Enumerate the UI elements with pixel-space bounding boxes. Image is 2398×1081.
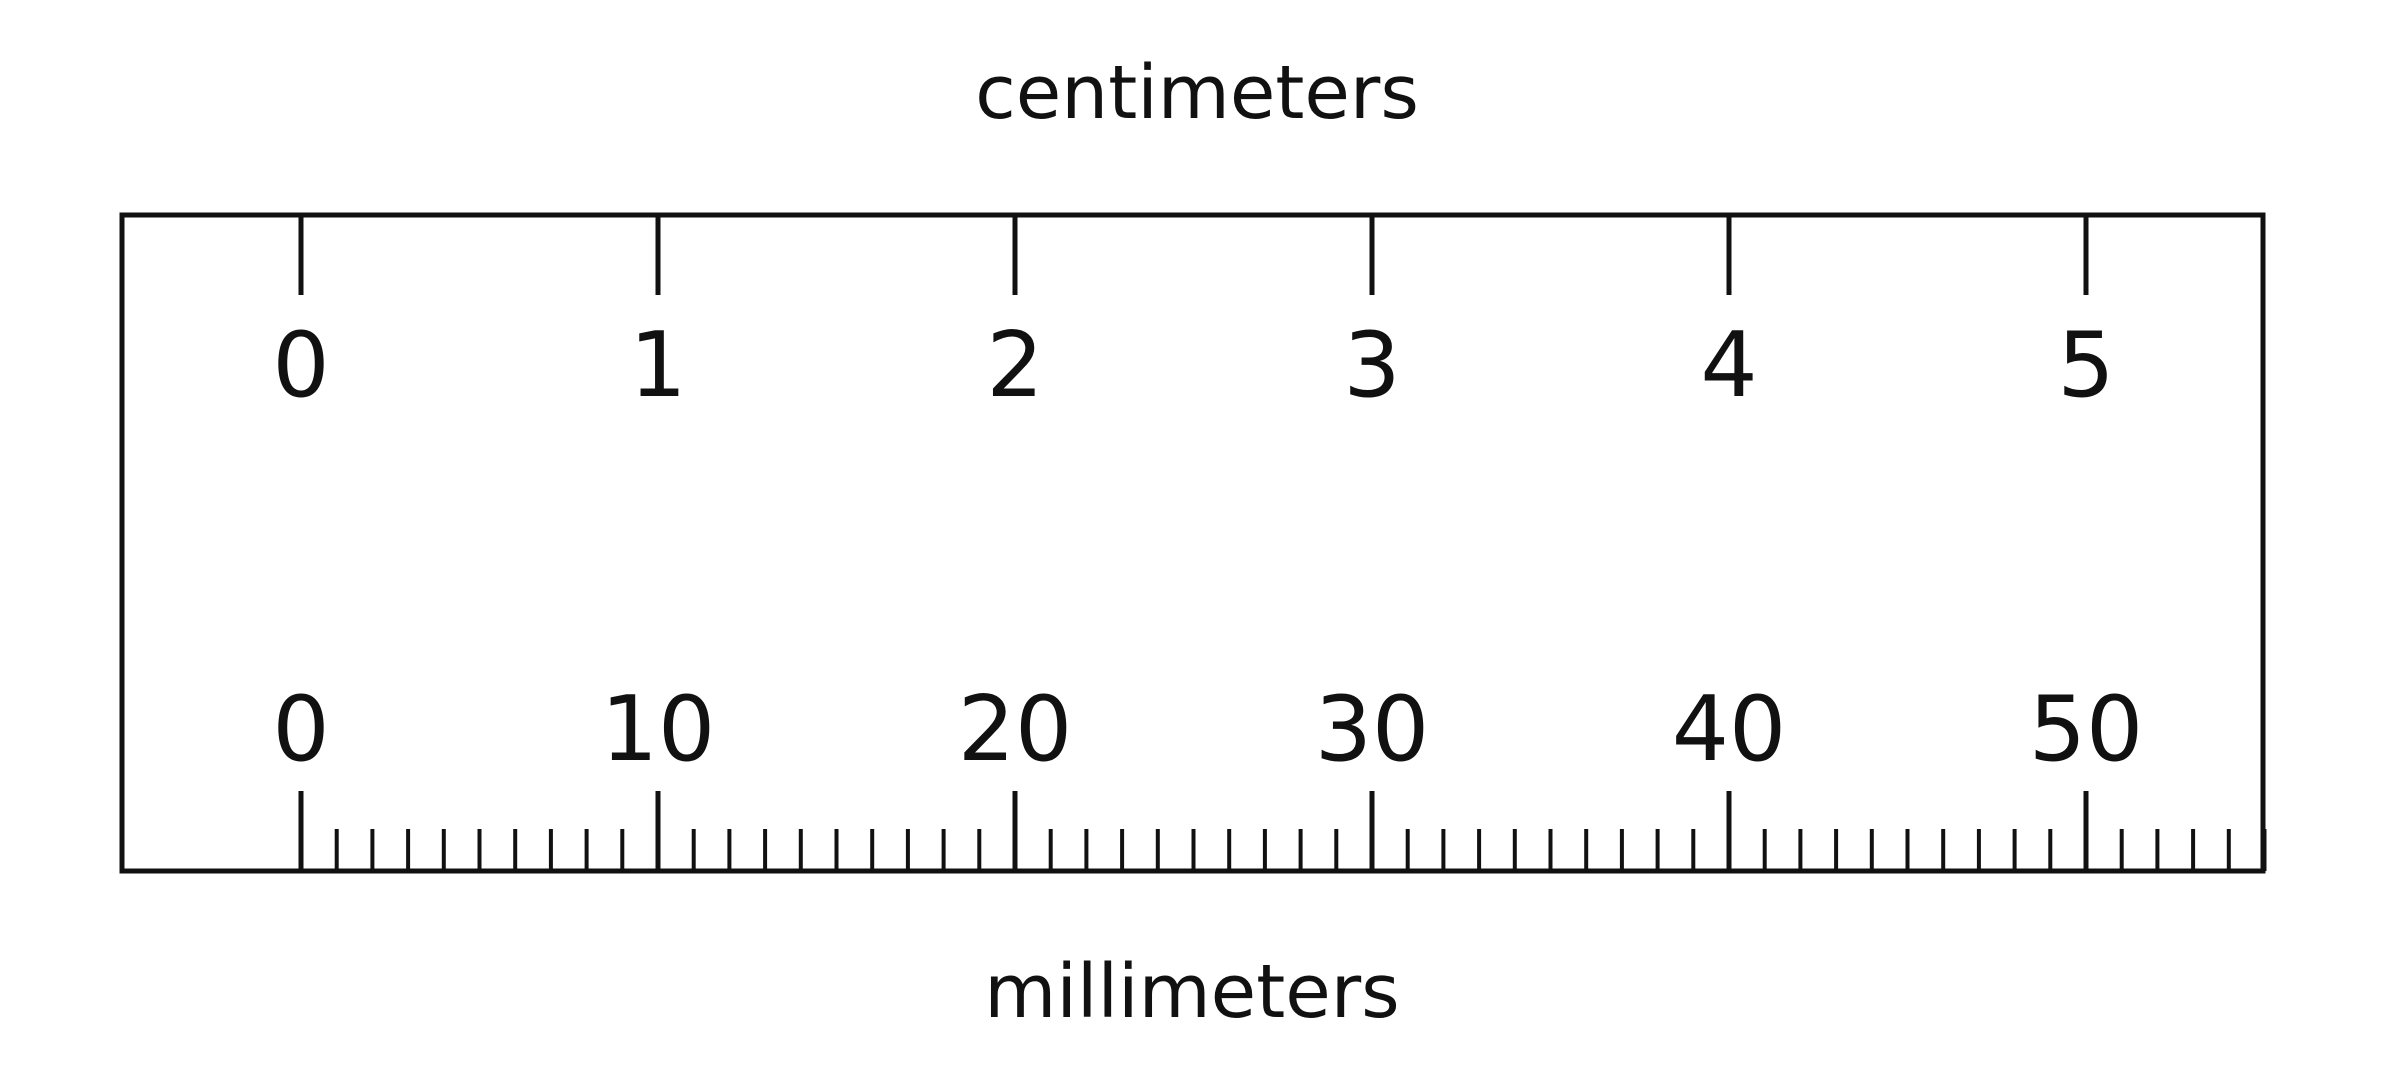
centimeter-ticks bbox=[298, 215, 2089, 295]
cm-label-5: 5 bbox=[2057, 313, 2114, 418]
cm-label-3: 3 bbox=[1343, 313, 1400, 418]
ruler-body bbox=[119, 212, 2266, 874]
mm-label-30: 30 bbox=[1315, 677, 1430, 782]
mm-label-20: 20 bbox=[958, 677, 1073, 782]
centimeters-label: centimeters bbox=[975, 50, 1419, 136]
cm-label-2: 2 bbox=[986, 313, 1043, 418]
cm-label-0: 0 bbox=[272, 313, 329, 418]
centimeter-labels: 0 1 2 3 4 5 bbox=[272, 313, 2114, 418]
millimeters-label: millimeters bbox=[984, 949, 1399, 1035]
mm-label-50: 50 bbox=[2029, 677, 2144, 782]
cm-label-1: 1 bbox=[629, 313, 686, 418]
mm-label-0: 0 bbox=[272, 677, 329, 782]
millimeter-ticks bbox=[298, 791, 2267, 871]
mm-label-10: 10 bbox=[601, 677, 716, 782]
millimeter-labels: 0 10 20 30 40 50 bbox=[272, 677, 2143, 782]
mm-label-40: 40 bbox=[1672, 677, 1787, 782]
cm-label-4: 4 bbox=[1700, 313, 1757, 418]
